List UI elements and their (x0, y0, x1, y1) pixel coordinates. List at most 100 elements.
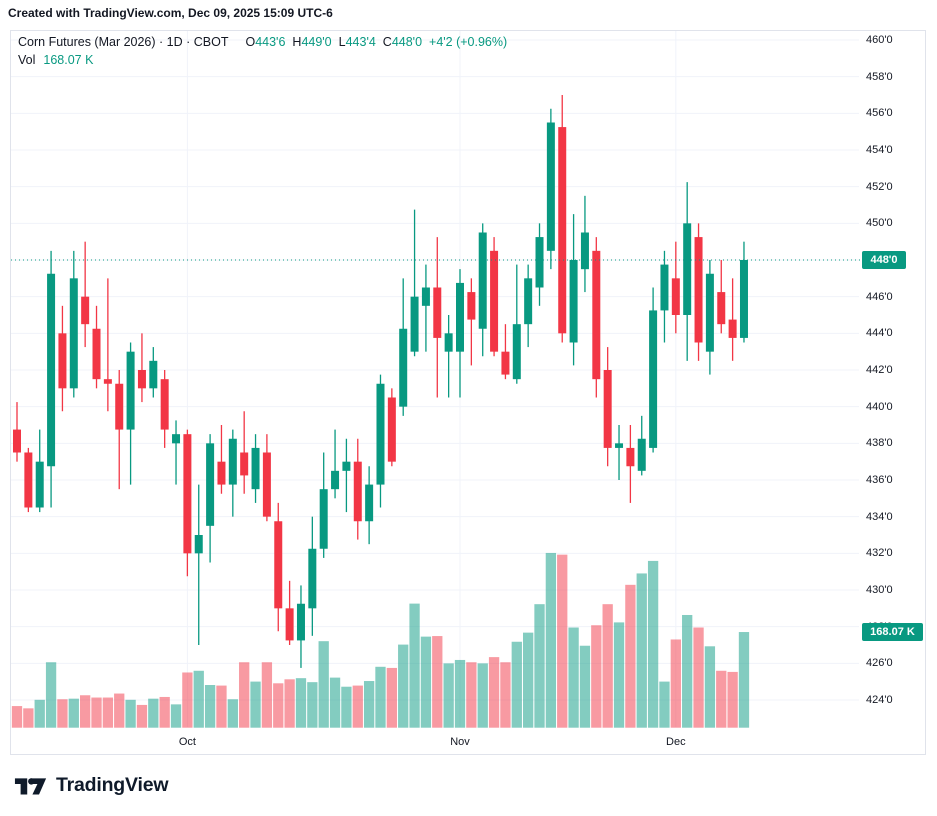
volume-bar (170, 704, 182, 728)
high-label: H (292, 35, 302, 49)
attribution-text: Created with TradingView.com, Dec 09, 20… (8, 6, 333, 20)
candle-body (456, 282, 465, 352)
tradingview-logo[interactable]: TradingView (14, 772, 169, 798)
month-tick-label: Oct (178, 736, 196, 748)
candle-body (319, 489, 328, 549)
tradingview-logo-icon (14, 778, 47, 795)
close-label: C (382, 35, 392, 49)
candle-body (421, 287, 430, 306)
volume-bar (318, 641, 329, 728)
volume-bar (45, 662, 57, 728)
volume-bar (579, 645, 591, 728)
candle-body (24, 452, 33, 508)
price-tick-label: 446'0 (866, 290, 893, 303)
volume-label: Vol (18, 53, 36, 67)
candle-body (149, 360, 158, 389)
volume-bar (34, 699, 45, 728)
low-label: L (338, 35, 346, 49)
candle-body (626, 447, 635, 467)
last-price-badge: 448'0 (862, 250, 906, 269)
brand-text: TradingView (56, 773, 169, 796)
candle-body (728, 319, 737, 338)
volume-bar (193, 670, 204, 728)
candle-body (172, 434, 181, 444)
candle-body (490, 250, 499, 352)
candle-body (592, 250, 601, 380)
low-value: 443'4 (345, 35, 376, 49)
volume-bar (557, 554, 568, 728)
volume-bar (375, 666, 386, 728)
candlestick-chart-plot-area[interactable] (0, 0, 937, 760)
price-tick-label: 460'0 (866, 34, 893, 46)
volume-bar (148, 698, 159, 728)
candle-body (217, 461, 226, 485)
volume-bar (386, 667, 397, 728)
volume-bar (227, 699, 238, 728)
volume-bar (670, 639, 681, 728)
candle-body (58, 333, 67, 389)
candle-body (81, 296, 90, 325)
candle-body (376, 383, 385, 485)
candle-body (13, 429, 21, 453)
volume-bar (738, 632, 750, 728)
change-value: +4'2 (+0.96%) (429, 35, 508, 49)
price-tick-label: 438'0 (866, 437, 893, 450)
candle-body (467, 292, 476, 320)
candle-body (137, 369, 146, 389)
candle-body (603, 369, 612, 448)
candle-body (251, 447, 260, 490)
volume-bar (443, 663, 454, 728)
candle-body (649, 310, 658, 448)
candle-body (580, 232, 589, 270)
candle-body (717, 292, 726, 325)
volume-bar (511, 641, 522, 728)
candle-body (387, 397, 396, 462)
volume-bar (659, 681, 670, 728)
candle-body (331, 470, 340, 490)
volume-bar (57, 699, 68, 728)
volume-value: 168.07 K (43, 53, 94, 67)
price-tick-label: 434'0 (866, 510, 893, 523)
volume-bar (591, 625, 602, 728)
volume-bar (261, 662, 273, 728)
volume-bar (647, 560, 659, 728)
candle-body (671, 278, 680, 315)
volume-bar (159, 696, 170, 728)
price-tick-label: 444'0 (866, 327, 893, 340)
candle-body (194, 534, 203, 554)
price-tick-label: 452'0 (866, 180, 893, 193)
volume-bar (136, 704, 148, 728)
legend-volume-row: Vol 168.07 K (18, 51, 507, 69)
volume-bar (682, 614, 693, 728)
volume-bar (602, 604, 613, 728)
candle-body (206, 443, 215, 526)
candle-body (694, 237, 703, 343)
volume-bar (432, 636, 443, 728)
volume-bar (80, 695, 91, 728)
price-tick-label: 432'0 (866, 547, 893, 560)
volume-bar (68, 698, 79, 728)
symbol-title: Corn Futures (Mar 2026) · 1D · CBOT (18, 35, 229, 49)
candle-body (240, 452, 249, 476)
volume-bar (284, 679, 295, 728)
candle-body (296, 603, 305, 641)
price-tick-label: 430'0 (866, 583, 893, 596)
price-tick-label: 454'0 (866, 143, 893, 156)
candle-body (160, 379, 169, 430)
volume-bar (273, 683, 284, 728)
volume-bar (693, 627, 704, 728)
volume-bar (341, 686, 352, 728)
candle-body (92, 328, 101, 380)
volume-bar (523, 632, 534, 728)
volume-bar (534, 604, 545, 728)
volume-bar (125, 699, 136, 728)
volume-bar (500, 662, 511, 728)
candle-body (512, 324, 521, 380)
volume-bar (409, 603, 420, 728)
open-label: O (245, 35, 256, 49)
volume-bar (363, 681, 375, 728)
volume-bar (114, 693, 125, 728)
volume-bar (727, 671, 738, 728)
volume-bar (182, 672, 193, 728)
